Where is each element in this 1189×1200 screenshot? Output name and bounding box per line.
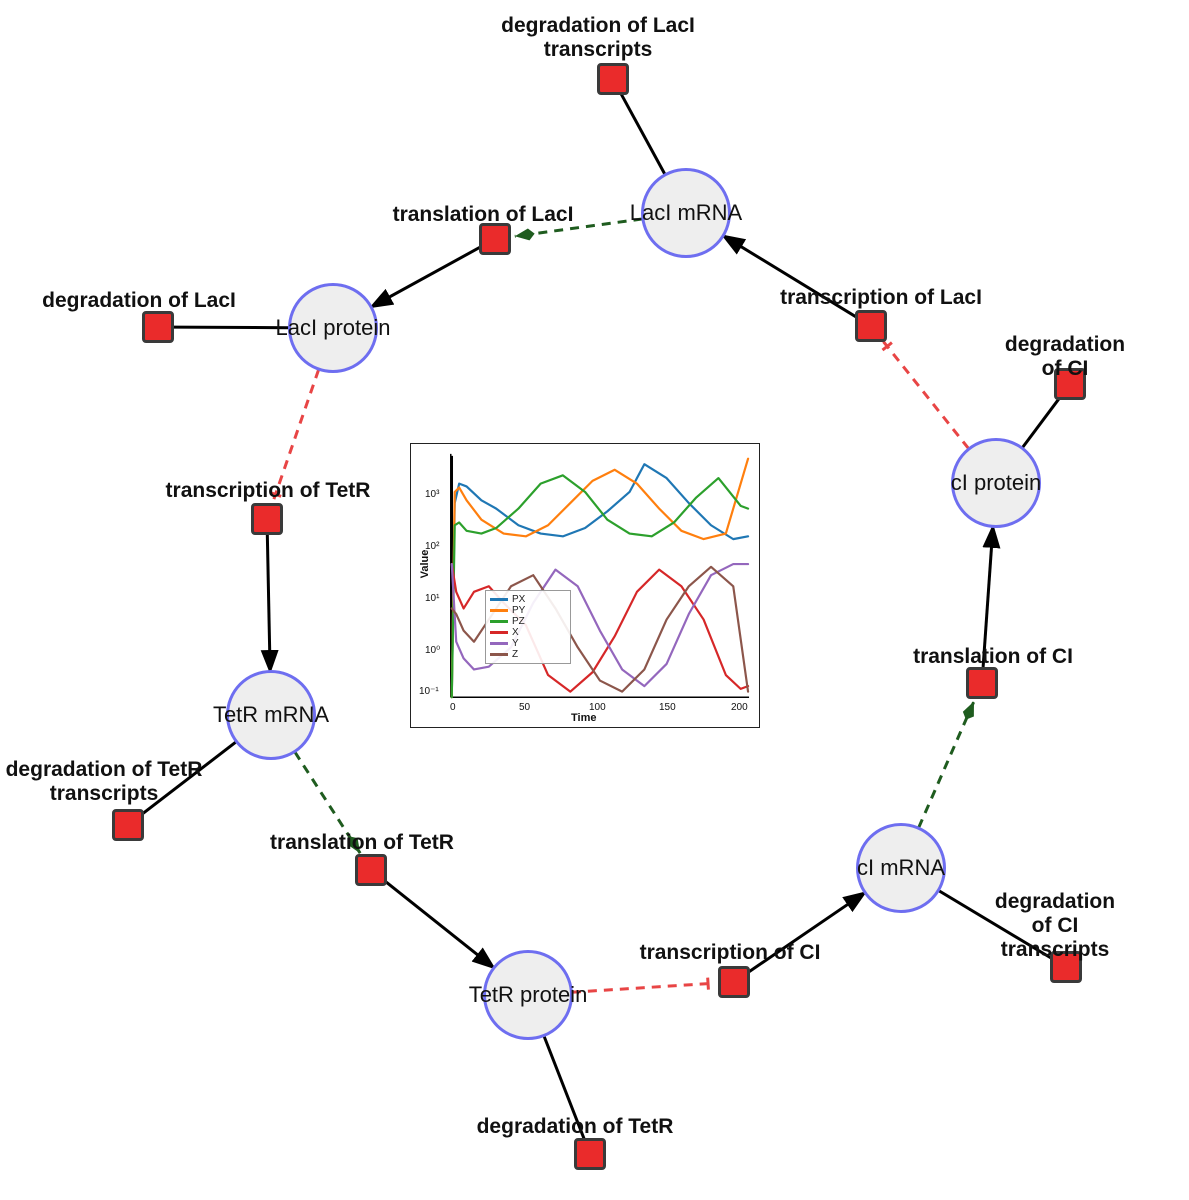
legend-label-X: X [512,627,519,638]
legend-swatch-Y [490,642,508,645]
edge-r_translation_tetr-to-tetr_protein [384,880,494,968]
timeseries-chart[interactable]: Value Time 10³ 10² 10¹ 10⁰ 10⁻¹ 0 50 100… [410,443,760,728]
chart-xtick-150: 150 [659,702,676,713]
network-diagram: LacI mRNA LacI protein TetR mRNA TetR prote… [0,0,1189,1200]
reaction-node-r_deg_ci[interactable] [1054,368,1086,400]
edge-r_transcription_laci-to-laci_mrna [724,236,858,318]
chart-ytick-neg1: 10⁻¹ [419,686,439,697]
repression-edge-1 [883,342,968,449]
species-node-laci_protein[interactable] [288,283,378,373]
chart-xtick-100: 100 [589,702,606,713]
legend-item-X: X [490,627,566,638]
reaction-node-r_deg_ci_transcript[interactable] [1050,951,1082,983]
legend-swatch-Z [490,653,508,656]
legend-label-PY: PY [512,605,525,616]
edge-r_deg_laci_transcript-to-laci_mrna [621,93,665,174]
legend-label-Z: Z [512,649,518,660]
reaction-node-r_transcription_ci[interactable] [718,966,750,998]
chart-ytick-3: 10³ [425,489,439,500]
activation-diamond-0 [515,228,535,240]
edge-r_deg_tetr_transcript-to-tetr_mrna [141,742,236,815]
activation-diamond-1 [348,836,361,853]
reaction-node-r_deg_laci_transcript[interactable] [597,63,629,95]
edge-r_translation_ci-to-ci_protein [983,527,993,667]
chart-legend[interactable]: PX PY PZ X Y Z [485,590,571,664]
species-node-tetr_protein[interactable] [483,950,573,1040]
legend-item-Z: Z [490,649,566,660]
legend-swatch-PX [490,598,508,601]
reaction-node-r_translation_tetr[interactable] [355,854,387,886]
edge-r_deg_tetr-to-tetr_protein [544,1036,584,1139]
legend-label-PZ: PZ [512,616,525,627]
repression-edge-2 [572,983,714,992]
edge-r_deg_ci-to-ci_protein [1022,397,1060,448]
reaction-node-r_transcription_laci[interactable] [855,310,887,342]
species-node-laci_mrna[interactable] [641,168,731,258]
reaction-node-r_transcription_tetr[interactable] [251,503,283,535]
reaction-node-r_deg_tetr[interactable] [574,1138,606,1170]
chart-xlabel: Time [571,712,596,724]
reaction-node-r_deg_laci[interactable] [142,311,174,343]
legend-swatch-PY [490,609,508,612]
chart-ytick-2: 10² [425,541,439,552]
chart-plot-area [411,444,759,727]
species-node-ci_protein[interactable] [951,438,1041,528]
edge-r_deg_laci-to-laci_protein [174,327,289,328]
reaction-node-r_translation_laci[interactable] [479,223,511,255]
legend-item-PX: PX [490,594,566,605]
edge-r_deg_ci_transcript-to-ci_mrna [939,891,1053,959]
legend-swatch-X [490,631,508,634]
edge-r_transcription_tetr-to-tetr_mrna [267,535,270,671]
activation-edge-2 [919,701,974,827]
legend-swatch-PZ [490,620,508,623]
activation-diamond-2 [963,701,974,719]
repression-bar-2 [708,978,709,990]
legend-label-Y: Y [512,638,519,649]
reaction-node-r_deg_tetr_transcript[interactable] [112,809,144,841]
chart-xtick-200: 200 [731,702,748,713]
legend-item-Y: Y [490,638,566,649]
chart-ytick-1: 10¹ [425,593,439,604]
chart-ylabel: Value [419,550,431,579]
chart-xtick-50: 50 [519,702,530,713]
chart-ytick-0: 10⁰ [425,645,440,656]
reaction-node-r_translation_ci[interactable] [966,667,998,699]
chart-xtick-0: 0 [450,702,456,713]
legend-item-PZ: PZ [490,616,566,627]
species-node-tetr_mrna[interactable] [226,670,316,760]
edge-r_translation_laci-to-laci_protein [372,247,481,307]
legend-item-PY: PY [490,605,566,616]
species-node-ci_mrna[interactable] [856,823,946,913]
repression-edge-0 [274,370,319,501]
repression-bar-0 [270,492,281,496]
edge-r_transcription_ci-to-ci_mrna [747,893,864,973]
legend-label-PX: PX [512,594,525,605]
